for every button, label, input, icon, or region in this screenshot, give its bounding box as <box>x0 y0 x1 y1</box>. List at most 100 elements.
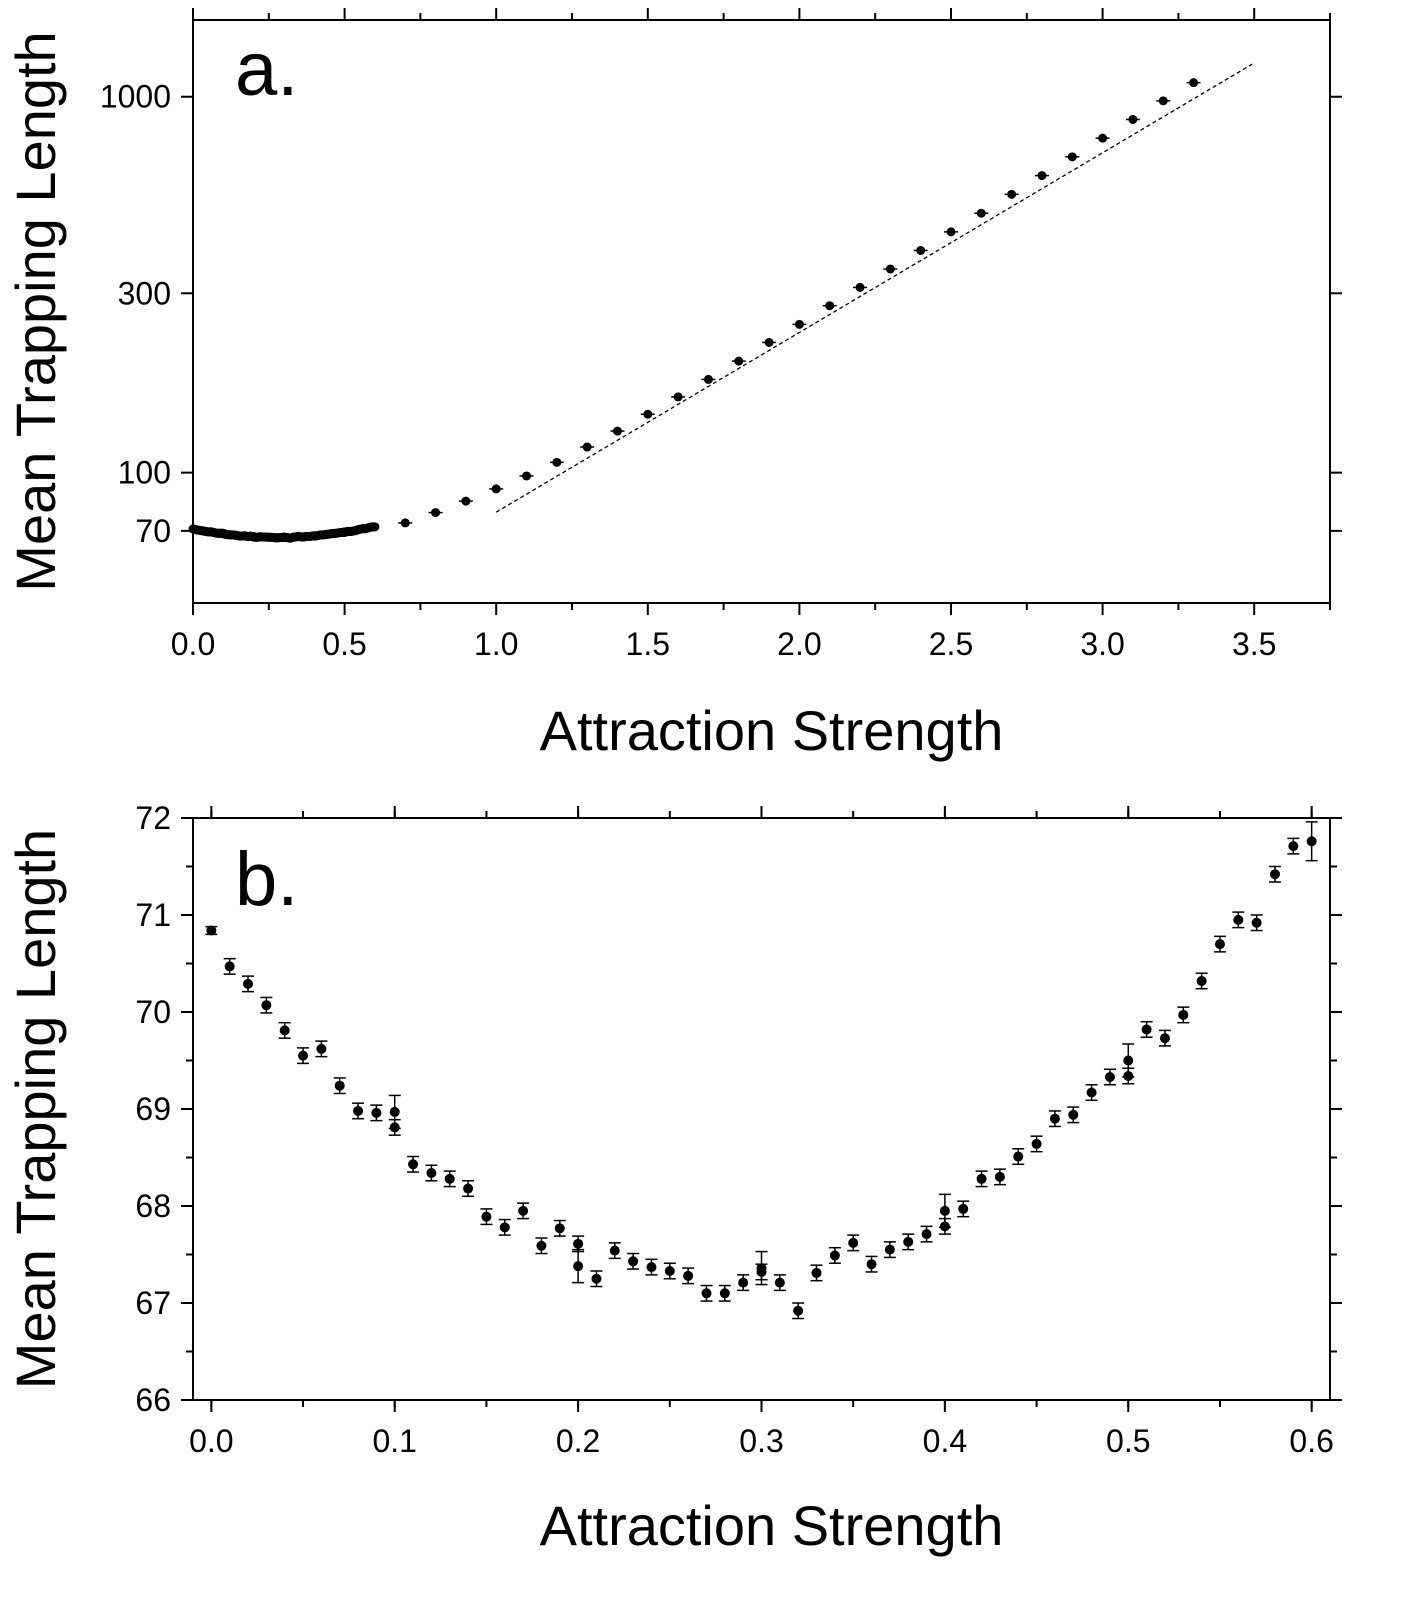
data-point <box>298 1050 309 1061</box>
data-point <box>976 208 986 218</box>
data-point <box>793 1305 804 1316</box>
y-tick-label: 1000 <box>100 79 171 115</box>
data-point <box>573 1238 584 1249</box>
fit-line <box>495 62 1255 513</box>
data-point <box>946 227 956 237</box>
data-point <box>612 426 622 436</box>
data-point <box>1086 1087 1097 1098</box>
data-point <box>1067 152 1077 162</box>
y-tick-label: 66 <box>135 1382 171 1418</box>
x-tick-label: 1.5 <box>626 626 670 662</box>
data-point <box>958 1203 969 1214</box>
data-point <box>1178 1009 1189 1020</box>
data-point <box>866 1259 877 1270</box>
data-point <box>591 1273 602 1284</box>
data-point <box>400 518 410 528</box>
data-point <box>939 1221 950 1232</box>
x-tick-label: 3.5 <box>1232 626 1276 662</box>
data-point <box>573 1261 584 1272</box>
y-tick-label: 70 <box>135 513 171 549</box>
data-point <box>316 1043 327 1054</box>
x-tick-label: 0.0 <box>171 626 215 662</box>
data-point <box>628 1256 639 1267</box>
y-tick-label: 100 <box>118 455 171 491</box>
data-point <box>1123 1055 1134 1066</box>
x-tick-label: 0.6 <box>1289 1423 1333 1459</box>
data-point <box>408 1159 419 1170</box>
data-point <box>794 319 804 329</box>
data-point <box>1214 939 1225 950</box>
data-point <box>734 356 744 366</box>
data-point <box>976 1173 987 1184</box>
data-point <box>224 961 235 972</box>
data-point <box>719 1288 730 1299</box>
data-point <box>673 392 683 402</box>
y-tick-label: 72 <box>135 800 171 836</box>
data-point <box>1049 1113 1060 1124</box>
data-point <box>389 1106 400 1117</box>
y-tick-label: 69 <box>135 1091 171 1127</box>
data-point <box>916 245 926 255</box>
data-point <box>1013 1151 1024 1162</box>
y-axis-title: Mean Trapping Length <box>4 31 67 591</box>
data-point <box>1269 869 1280 880</box>
data-point <box>518 1205 529 1216</box>
plot-frame <box>192 817 1331 1401</box>
panel-label: b. <box>235 837 298 922</box>
data-point <box>738 1277 749 1288</box>
data-point <box>1251 917 1262 928</box>
data-point <box>903 1236 914 1247</box>
data-point <box>371 1107 382 1118</box>
data-point <box>1141 1024 1152 1035</box>
data-point <box>206 925 217 936</box>
data-point <box>1037 171 1047 181</box>
panel-b: 0.0 0.1 0.2 0.3 0.4 0.5 0.6 66 67 68 69 70 71 72 Attra… <box>4 800 1342 1557</box>
data-point <box>536 1240 547 1251</box>
y-tick-label: 68 <box>135 1188 171 1224</box>
data-point <box>279 1025 290 1036</box>
data-point <box>431 508 441 518</box>
data-point <box>884 1244 895 1255</box>
y-axis-title: Mean Trapping Length <box>4 829 67 1389</box>
data-point <box>353 1105 364 1116</box>
data-point <box>1189 78 1199 88</box>
data-point <box>334 1080 345 1091</box>
data-point <box>643 409 653 419</box>
data-point <box>848 1237 859 1248</box>
data-point <box>1104 1071 1115 1082</box>
x-tick-label: 0.2 <box>556 1423 600 1459</box>
data-point <box>683 1270 694 1281</box>
panel-a: 0.0 0.5 1.0 1.5 2.0 2.5 3.0 3.5 70 100 300 1000 Attr… <box>4 8 1342 762</box>
data-point <box>1128 114 1138 124</box>
data-point <box>370 522 380 532</box>
data-point <box>552 457 562 467</box>
y-tick-label: 70 <box>135 994 171 1030</box>
data-point <box>829 1250 840 1261</box>
data-point <box>885 264 895 274</box>
data-point <box>764 337 774 347</box>
data-point <box>921 1229 932 1240</box>
y-tick-label: 300 <box>118 275 171 311</box>
x-tick-label: 0.5 <box>322 626 366 662</box>
y-tick-label: 71 <box>135 897 171 933</box>
x-tick-label: 0.0 <box>189 1423 233 1459</box>
data-point <box>609 1245 620 1256</box>
data-point <box>389 1122 400 1133</box>
data-point <box>461 496 471 506</box>
x-tick-label: 2.0 <box>777 626 821 662</box>
x-tick-label: 1.0 <box>474 626 518 662</box>
data-point <box>1158 96 1168 106</box>
data-point <box>243 978 254 989</box>
data-point <box>1196 975 1207 986</box>
data-point <box>1068 1109 1079 1120</box>
data-point <box>1233 914 1244 925</box>
data-point <box>701 1288 712 1299</box>
data-point <box>261 1000 272 1011</box>
data-point <box>1288 841 1299 852</box>
data-point <box>499 1222 510 1233</box>
data-point <box>664 1265 675 1276</box>
data-point <box>481 1211 492 1222</box>
x-tick-label: 3.0 <box>1080 626 1124 662</box>
x-tick-label: 0.1 <box>372 1423 416 1459</box>
